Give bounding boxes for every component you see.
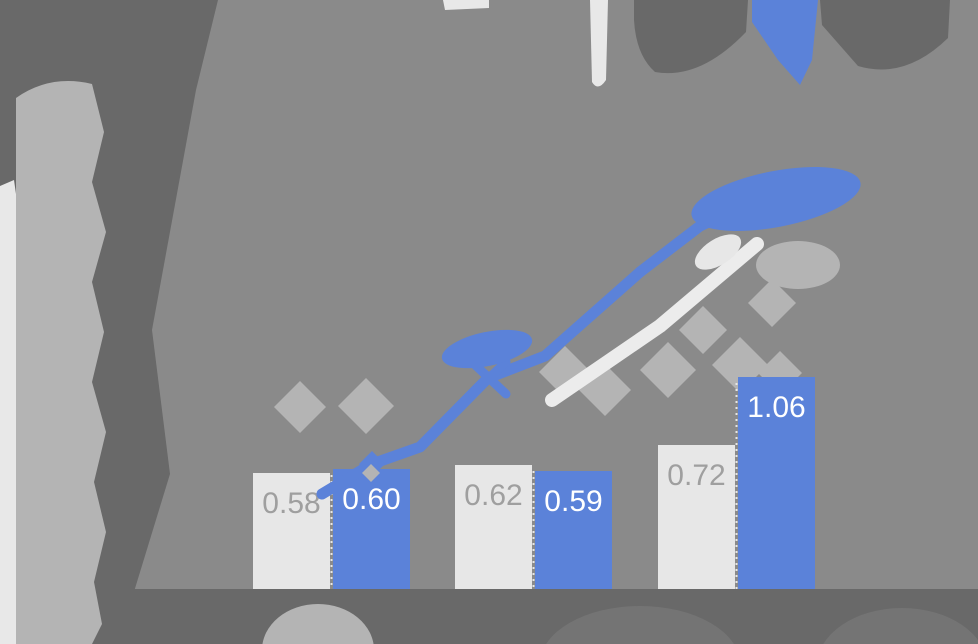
top-light-streak — [443, 0, 489, 10]
gray-diamond-blob-1 — [274, 381, 326, 433]
bar-label-light-group-1: 0.58 — [262, 487, 320, 520]
blue-line-label-blob-1 — [441, 329, 533, 369]
gray-diamond-blob-5 — [640, 342, 696, 398]
bar-label-light-group-2: 0.62 — [464, 479, 522, 512]
bar-blue-group-2 — [535, 471, 612, 589]
x-axis-label-blob-1 — [262, 604, 374, 644]
bar-label-blue-group-3: 1.06 — [747, 391, 805, 424]
bar-light-group-3 — [658, 445, 735, 589]
white-line-label-blob — [694, 234, 742, 270]
legend-swatch-light-blob — [590, 0, 608, 87]
bar-label-light-group-3: 0.72 — [667, 459, 725, 492]
y-axis-tick-labels-blob — [16, 81, 106, 644]
x-axis-label-blob-3 — [823, 608, 978, 644]
gray-dot-in-marker — [362, 464, 380, 482]
gray-diamond-blob-2 — [338, 378, 394, 434]
legend-label-blob-1 — [634, 0, 748, 74]
blue-line-label-blob-2 — [691, 166, 861, 232]
bar-blue-group-1 — [333, 469, 410, 589]
gray-line-label-blob — [756, 241, 840, 289]
gray-diamond-blob-7 — [679, 306, 727, 354]
bar-blue-group-3 — [738, 377, 815, 589]
bar-label-blue-group-1: 0.60 — [342, 483, 400, 516]
bar-light-group-2 — [455, 465, 532, 589]
gray-diamond-blob-8 — [748, 279, 796, 327]
legend-label-blob-2 — [820, 0, 950, 70]
bar-label-blue-group-2: 0.59 — [544, 485, 602, 518]
line-overlays — [316, 166, 861, 500]
bars-layer: 0.58 0.60 0.62 0.59 0.72 1.06 — [253, 377, 815, 589]
legend-swatch-blue-blob — [752, 0, 818, 85]
white-trend-line — [545, 237, 764, 407]
x-axis-label-blob-2 — [546, 606, 734, 644]
